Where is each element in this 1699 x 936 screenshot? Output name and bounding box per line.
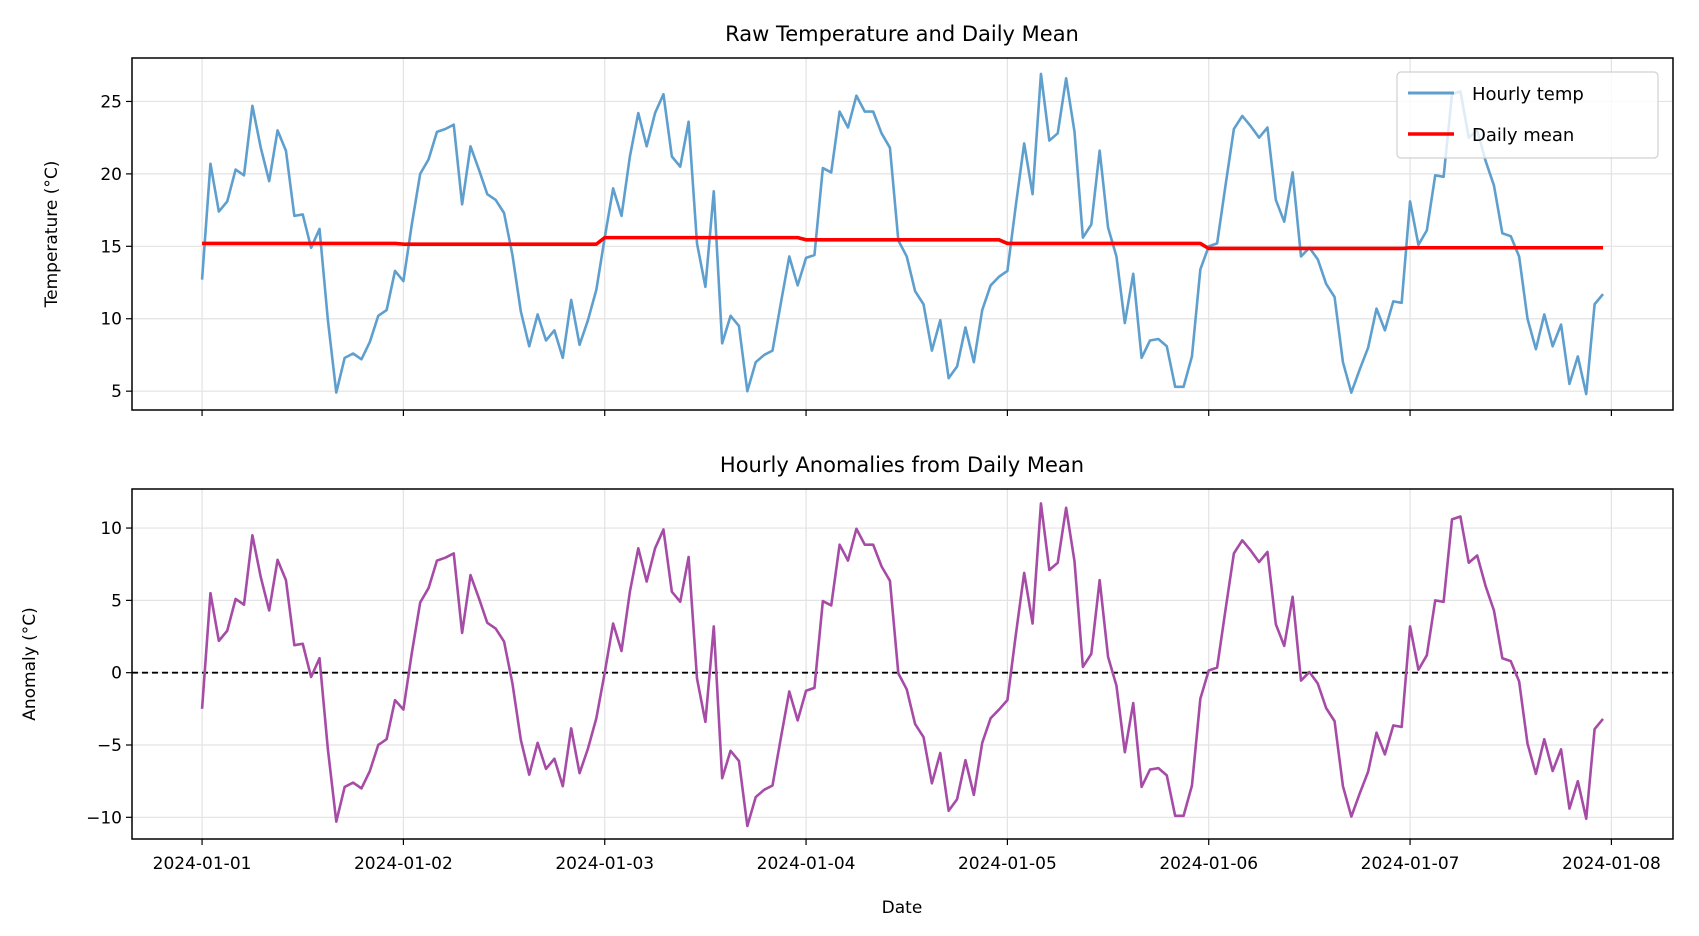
anomaly-line <box>200 502 1605 828</box>
anomaly-y-axis-label: Anomaly (°C) <box>20 607 40 721</box>
anomaly-y-tick-label: 10 <box>100 519 122 539</box>
anomaly-y-tick-label: 0 <box>111 664 122 684</box>
anomaly-chart-title: Hourly Anomalies from Daily Mean <box>720 453 1084 477</box>
anomaly-y-tick-label: −5 <box>97 736 122 756</box>
anomaly-panel: Hourly Anomalies from Daily Mean Anomaly… <box>20 453 1674 918</box>
temperature-y-axis-label: Temperature (°C) <box>42 161 62 309</box>
temperature-axes-frame <box>131 57 1674 411</box>
anomaly-axes-frame <box>131 488 1674 840</box>
legend-label-daily-mean: Daily mean <box>1472 125 1574 146</box>
legend: Hourly temp Daily mean <box>1396 71 1659 159</box>
temperature-y-tick-label: 20 <box>100 165 122 185</box>
temperature-y-tick-label: 15 <box>100 237 122 257</box>
legend-box <box>1396 71 1659 159</box>
x-tick-label: 2024-01-07 <box>1361 854 1460 874</box>
x-tick-label: 2024-01-06 <box>1159 854 1258 874</box>
temperature-y-tick-label: 10 <box>100 310 122 330</box>
x-tick-label: 2024-01-08 <box>1562 854 1661 874</box>
temperature-chart-title: Raw Temperature and Daily Mean <box>725 22 1079 46</box>
x-tick-label: 2024-01-02 <box>354 854 453 874</box>
hourly-temp-line <box>200 72 1605 396</box>
x-tick-label: 2024-01-04 <box>757 854 856 874</box>
x-axis-label: Date <box>882 898 923 918</box>
temperature-y-tick-label: 5 <box>111 382 122 402</box>
anomaly-y-tick-label: −10 <box>86 808 122 828</box>
anomaly-y-tick-label: 5 <box>111 591 122 611</box>
legend-label-hourly-temp: Hourly temp <box>1472 84 1584 105</box>
x-tick-label: 2024-01-03 <box>555 854 654 874</box>
daily-mean-line <box>202 235 1604 251</box>
x-tick-label: 2024-01-05 <box>958 854 1057 874</box>
temperature-y-tick-label: 25 <box>100 92 122 112</box>
x-tick-label: 2024-01-01 <box>153 854 252 874</box>
